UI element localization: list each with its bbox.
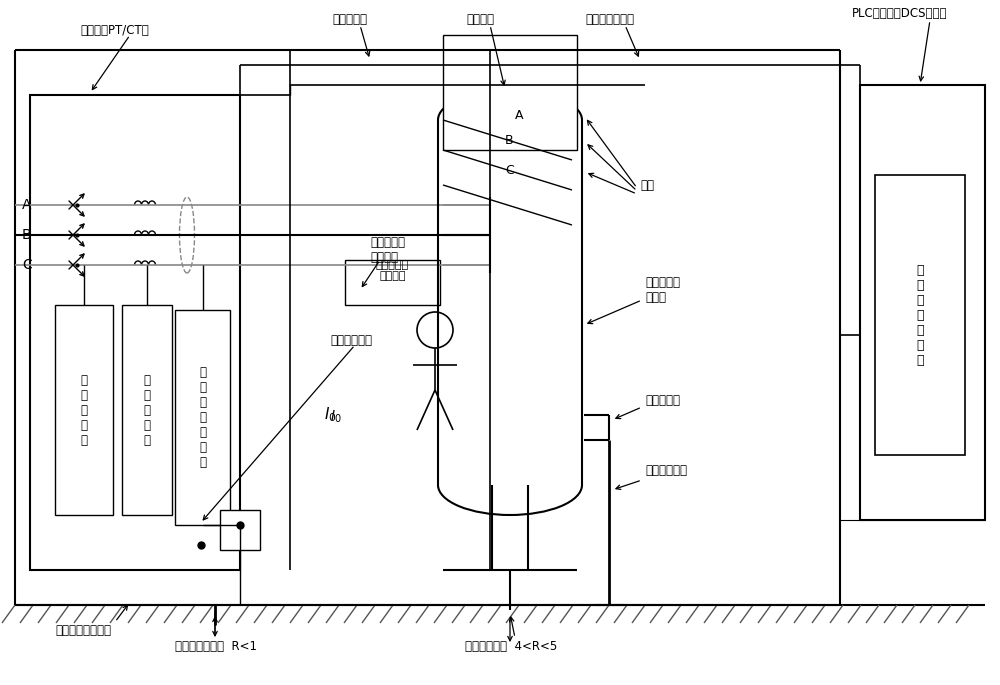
Text: A: A bbox=[22, 198, 32, 212]
Text: 锅炉壳体为
中性点: 锅炉壳体为 中性点 bbox=[645, 276, 680, 304]
Text: 零序电流电缆: 零序电流电缆 bbox=[330, 334, 372, 347]
Text: 高压柜接地装置  R<1: 高压柜接地装置 R<1 bbox=[175, 640, 257, 653]
Bar bbox=[443, 35, 577, 150]
Bar bbox=[875, 175, 965, 455]
Text: 电极: 电极 bbox=[640, 179, 654, 192]
Bar bbox=[175, 310, 230, 525]
Bar bbox=[345, 260, 440, 305]
Text: A: A bbox=[515, 108, 524, 121]
Text: 零
序
电
流
互
感
器: 零 序 电 流 互 感 器 bbox=[199, 366, 206, 469]
Bar bbox=[122, 305, 172, 515]
Text: $I_0$: $I_0$ bbox=[324, 406, 336, 424]
Text: PLC控制柜或DCS控制柜: PLC控制柜或DCS控制柜 bbox=[852, 6, 948, 19]
Text: 电极锅炉: 电极锅炉 bbox=[466, 12, 494, 25]
Text: C: C bbox=[22, 258, 32, 272]
Bar bbox=[55, 305, 113, 515]
Text: 信号反馈线: 信号反馈线 bbox=[332, 12, 368, 25]
Bar bbox=[30, 95, 240, 570]
Ellipse shape bbox=[180, 197, 194, 273]
Text: C: C bbox=[505, 164, 514, 177]
Text: 接地保护扁铁: 接地保护扁铁 bbox=[645, 464, 687, 477]
Text: 零序电流电
缆接线端: 零序电流电 缆接线端 bbox=[376, 260, 409, 282]
Text: 高压出线PT/CT柜: 高压出线PT/CT柜 bbox=[81, 23, 149, 36]
Text: 接
地
电
阻
检
测
仪: 接 地 电 阻 检 测 仪 bbox=[916, 264, 924, 366]
Text: 接地电阻检测线: 接地电阻检测线 bbox=[586, 12, 635, 25]
Text: 电
流
互
感
器: 电 流 互 感 器 bbox=[144, 373, 150, 447]
Text: 电
压
互
感
器: 电 压 互 感 器 bbox=[80, 373, 88, 447]
Text: 零序电流电
缆接线端: 零序电流电 缆接线端 bbox=[370, 236, 405, 264]
Text: 高压柜接地保护端: 高压柜接地保护端 bbox=[55, 623, 111, 636]
Text: 接地保护端: 接地保护端 bbox=[645, 393, 680, 406]
Text: B: B bbox=[22, 228, 32, 242]
Text: B: B bbox=[505, 134, 514, 147]
Text: 接地保护电阻  4<R<5: 接地保护电阻 4<R<5 bbox=[465, 640, 557, 653]
Bar bbox=[220, 510, 260, 550]
Text: $I_0$: $I_0$ bbox=[330, 409, 342, 425]
Bar bbox=[860, 85, 985, 520]
